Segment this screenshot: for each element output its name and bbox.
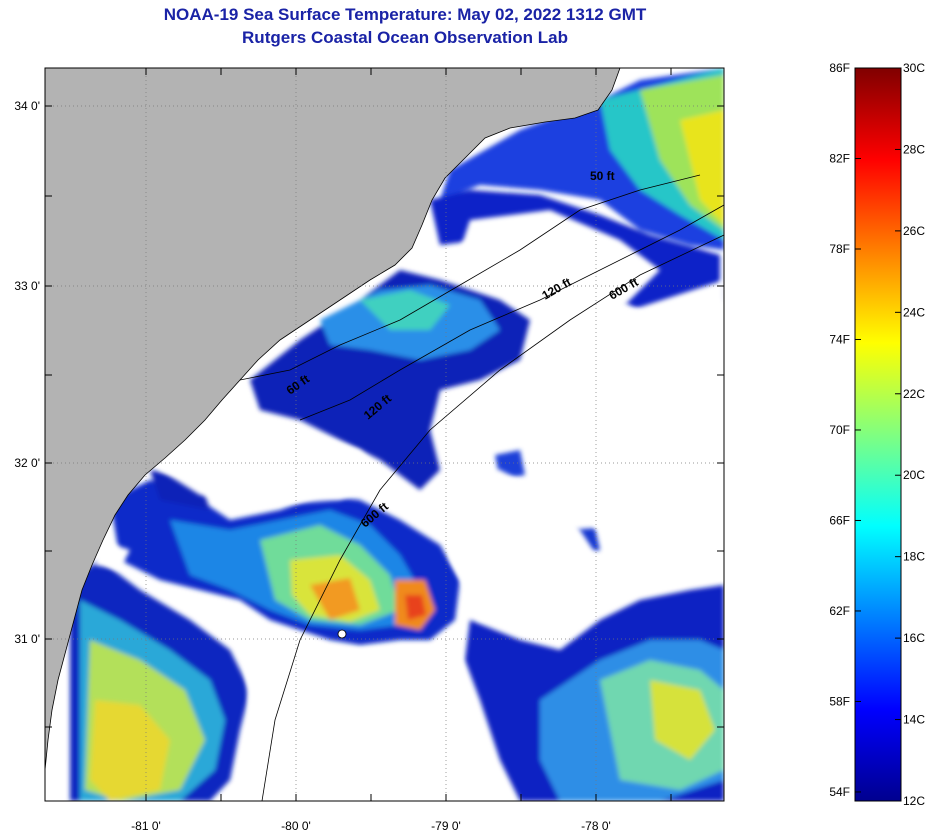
lon-label-79: -79 0' xyxy=(431,819,461,832)
map-title: NOAA-19 Sea Surface Temperature: May 02,… xyxy=(163,5,647,24)
colorbar-fahrenheit-label: 70F xyxy=(829,423,850,437)
lat-label-33: 33 0' xyxy=(14,279,40,293)
map-frame xyxy=(44,67,725,802)
colorbar-gradient xyxy=(855,68,901,801)
colorbar-fahrenheit-label: 58F xyxy=(829,694,850,708)
station-marker xyxy=(337,629,347,639)
longitude-labels: -81 0' -80 0' -79 0' -78 0' xyxy=(131,819,611,832)
colorbar-celsius-label: 26C xyxy=(903,224,925,238)
land-mass xyxy=(45,68,620,770)
lon-label-81: -81 0' xyxy=(131,819,161,832)
sst-data-layer xyxy=(70,68,724,801)
colorbar-fahrenheit-label: 66F xyxy=(829,513,850,527)
colorbar-fahrenheit-label: 78F xyxy=(829,242,850,256)
colorbar-fahrenheit-label: 82F xyxy=(829,151,850,165)
map-area xyxy=(45,68,724,801)
colorbar-celsius-label: 22C xyxy=(903,387,925,401)
lon-label-80: -80 0' xyxy=(281,819,311,832)
lat-label-32: 32 0' xyxy=(14,456,40,470)
colorbar-celsius-label: 18C xyxy=(903,550,925,564)
lat-label-31: 31 0' xyxy=(14,632,40,646)
colorbar-celsius-label: 28C xyxy=(903,142,925,156)
isobath-label-50ft-north: 50 ft xyxy=(590,169,615,183)
colorbar-celsius-label: 30C xyxy=(903,61,925,75)
colorbar-fahrenheit-label: 62F xyxy=(829,604,850,618)
frame-ticks xyxy=(45,68,724,801)
isobath-lines xyxy=(239,174,724,801)
colorbar-celsius-label: 12C xyxy=(903,794,925,808)
colorbar-fahrenheit-label: 86F xyxy=(829,61,850,75)
colorbar-frame xyxy=(854,67,902,802)
colorbar-fahrenheit-label: 54F xyxy=(829,785,850,799)
colorbar-fahrenheit-label: 74F xyxy=(829,332,850,346)
colorbar-celsius-label: 14C xyxy=(903,713,925,727)
latitude-labels: 34 0' 33 0' 32 0' 31 0' xyxy=(14,99,40,646)
lat-label-34: 34 0' xyxy=(14,99,40,113)
coastline xyxy=(45,68,621,771)
colorbar-celsius-label: 16C xyxy=(903,631,925,645)
colorbar-celsius-label: 20C xyxy=(903,468,925,482)
temperature-colorbar: 86F 82F 78F 74F 70F 66F 62F 58F 54F 30C 28C 26C 24C… xyxy=(829,61,925,808)
colorbar-celsius-label: 24C xyxy=(903,305,925,319)
map-subtitle: Rutgers Coastal Ocean Observation Lab xyxy=(242,28,568,47)
lon-label-78: -78 0' xyxy=(581,819,611,832)
